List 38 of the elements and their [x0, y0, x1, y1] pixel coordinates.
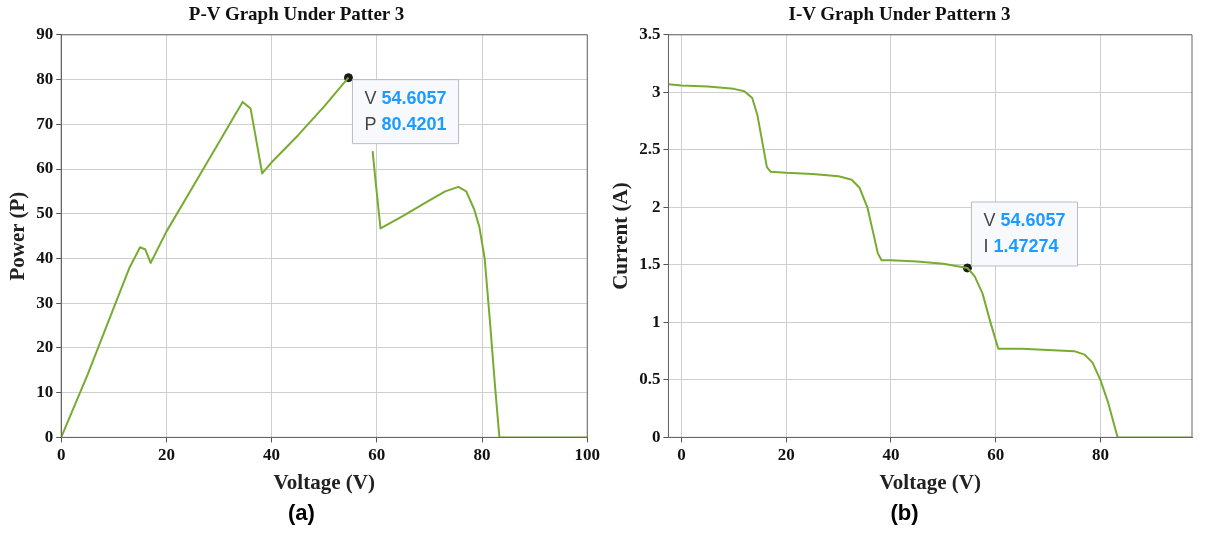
chart-title: P-V Graph Under Patter 3 [188, 3, 405, 25]
x-tick-label: 20 [777, 444, 795, 464]
chart-title: I-V Graph Under Pattern 3 [788, 3, 1011, 25]
y-axis-title: Current (A) [608, 182, 633, 290]
y-tick-label: 0 [44, 426, 54, 446]
annotation: V 54.6057 P 80.4201 [364, 87, 447, 134]
y-tick-label: 1 [651, 311, 661, 331]
y-tick-label: 40 [36, 247, 54, 267]
y-tick-label: 90 [36, 24, 54, 44]
x-tick-label: 40 [263, 444, 281, 464]
x-axis-title: Voltage (V) [879, 469, 981, 494]
x-tick-label: 40 [882, 444, 900, 464]
y-tick-label: 70 [36, 113, 54, 133]
y-tick-label: 2 [651, 196, 661, 216]
y-tick-label: 3 [651, 81, 661, 101]
y-tick-label: 0 [651, 426, 661, 446]
x-axis-title: Voltage (V) [273, 469, 375, 494]
x-tick-label: 60 [987, 444, 1005, 464]
y-tick-label: 3.5 [639, 24, 661, 44]
x-tick-label: 80 [473, 444, 491, 464]
x-tick-label: 80 [1091, 444, 1109, 464]
x-tick-label: 100 [574, 444, 600, 464]
y-axis-title: Power (P) [5, 191, 30, 281]
y-tick-label: 20 [36, 337, 54, 357]
x-tick-label: 60 [368, 444, 386, 464]
y-tick-label: 10 [36, 382, 54, 402]
y-tick-label: 30 [36, 292, 54, 312]
x-tick-label: 20 [157, 444, 175, 464]
y-tick-label: 80 [36, 68, 54, 88]
y-tick-label: 0.5 [639, 369, 661, 389]
x-tick-label: 0 [677, 444, 686, 464]
text: (a) [287, 500, 316, 526]
annotation: V 54.6057 I 1.47274 [983, 209, 1066, 256]
y-tick-label: 2.5 [639, 139, 661, 159]
y-tick-label: 1.5 [639, 254, 661, 274]
text: (b) [889, 500, 920, 526]
y-tick-label: 50 [36, 203, 54, 223]
y-tick-label: 60 [36, 158, 54, 178]
